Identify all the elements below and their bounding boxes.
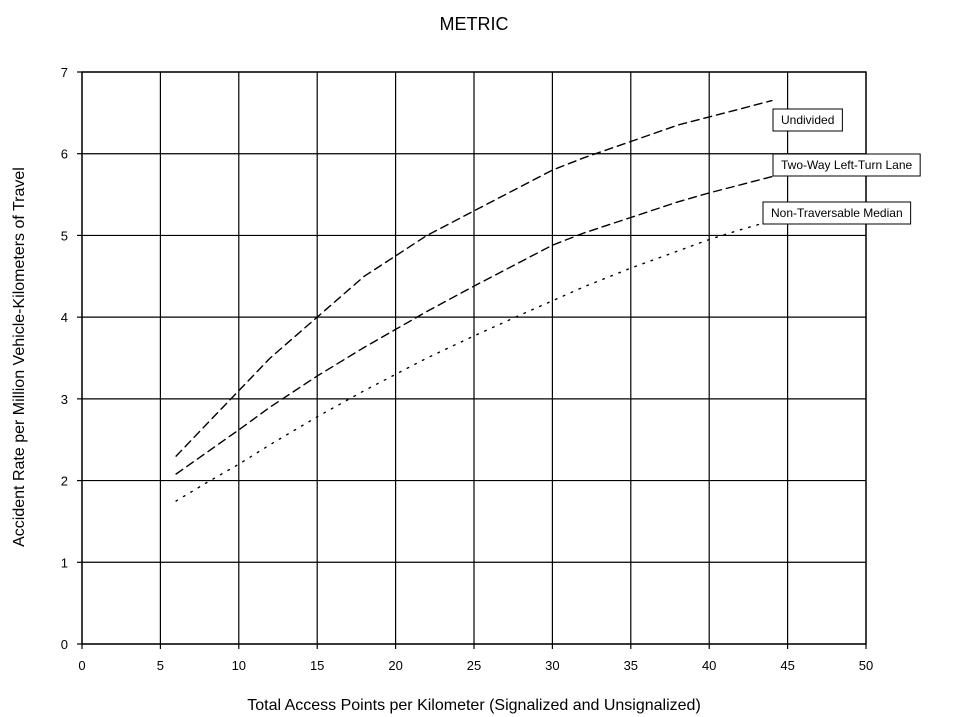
legend-label: Two-Way Left-Turn Lane <box>781 158 912 172</box>
y-tick-label: 6 <box>61 147 68 162</box>
x-tick-label: 40 <box>702 658 716 673</box>
y-axis-title: Accident Rate per Million Vehicle-Kilome… <box>11 167 28 547</box>
x-tick-label: 10 <box>232 658 246 673</box>
series-line-undivided <box>175 99 773 457</box>
x-tick-label: 35 <box>624 658 638 673</box>
y-tick-label: 5 <box>61 228 68 243</box>
legend-label: Non-Traversable Median <box>771 206 903 220</box>
legend-box <box>762 201 912 225</box>
x-tick-label: 30 <box>545 658 559 673</box>
x-tick-label: 25 <box>467 658 481 673</box>
legend-labels: Undivided Two-Way Left-Turn Lane Non-Trave… <box>762 108 921 225</box>
x-axis-title: Total Access Points per Kilometer (Signa… <box>247 697 701 714</box>
y-tick-label: 0 <box>61 637 68 652</box>
x-tick-label: 45 <box>780 658 794 673</box>
legend-label: Undivided <box>781 113 834 127</box>
y-tick-label: 3 <box>61 392 68 407</box>
x-tick-label: 5 <box>157 658 164 673</box>
x-tick-label: 15 <box>310 658 324 673</box>
legend-box <box>772 153 921 177</box>
grid <box>77 71 867 649</box>
x-tick-label: 0 <box>78 658 85 673</box>
plot-frame <box>81 71 867 645</box>
y-tick-label: 1 <box>61 555 68 570</box>
x-tick-label: 20 <box>388 658 402 673</box>
legend-item: Undivided <box>772 108 843 132</box>
legend-item: Non-Traversable Median <box>762 201 912 225</box>
x-tick-label: 50 <box>859 658 873 673</box>
y-tick-label: 7 <box>61 65 68 80</box>
y-tick-label: 2 <box>61 474 68 489</box>
legend-item: Two-Way Left-Turn Lane <box>772 153 921 177</box>
series-line-two-way-left-turn-lane <box>175 169 804 475</box>
chart-title: METRIC <box>440 14 509 34</box>
y-tick-label: 4 <box>61 310 68 325</box>
series-lines <box>175 99 804 502</box>
series-line-non-traversable-median <box>175 215 789 502</box>
legend-box <box>772 108 843 132</box>
